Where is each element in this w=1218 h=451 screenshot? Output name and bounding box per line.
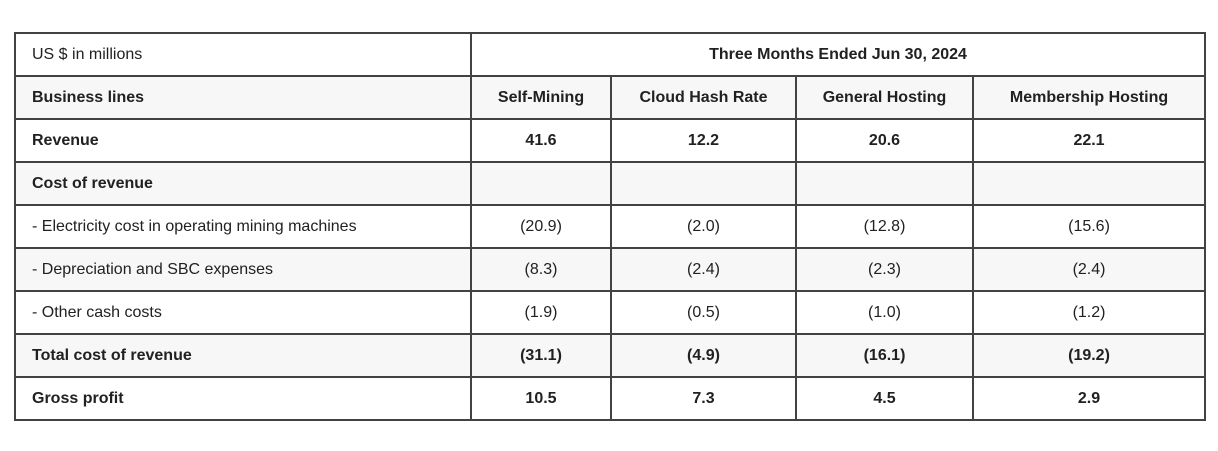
table-row-other-cash-costs: - Other cash costs (1.9) (0.5) (1.0) (1.…	[14, 290, 1207, 335]
cell-value: 12.2	[610, 118, 797, 163]
period-header: Three Months Ended Jun 30, 2024	[469, 32, 1207, 77]
cell-value: (2.4)	[610, 247, 797, 292]
cell-value: (20.9)	[470, 204, 612, 249]
cell-value: (4.9)	[610, 333, 797, 378]
cell-value: (8.3)	[470, 247, 612, 292]
cell-value: (15.6)	[971, 204, 1207, 249]
cell-value: 4.5	[795, 376, 974, 421]
cell-value: 41.6	[470, 118, 612, 163]
row-label: Gross profit	[14, 376, 472, 421]
row-label: - Other cash costs	[14, 290, 472, 335]
table-row-electricity-cost: - Electricity cost in operating mining m…	[14, 204, 1207, 249]
row-label: Revenue	[14, 118, 472, 163]
table-row-revenue: Revenue 41.6 12.2 20.6 22.1	[14, 118, 1207, 163]
cell-value: (1.0)	[795, 290, 974, 335]
cell-value: (19.2)	[971, 333, 1207, 378]
cell-value: (1.9)	[470, 290, 612, 335]
cell-value: (2.4)	[971, 247, 1207, 292]
unit-label: US $ in millions	[14, 32, 472, 77]
table-row-column-headers: Business lines Self-Mining Cloud Hash Ra…	[14, 75, 1207, 120]
row-label: - Electricity cost in operating mining m…	[14, 204, 472, 249]
cell-value: 10.5	[470, 376, 612, 421]
cell-value: (16.1)	[795, 333, 974, 378]
cell-value	[610, 161, 797, 206]
table-row-gross-profit: Gross profit 10.5 7.3 4.5 2.9	[14, 376, 1207, 421]
column-header-self-mining: Self-Mining	[470, 75, 612, 120]
business-lines-label: Business lines	[14, 75, 472, 120]
row-label: - Depreciation and SBC expenses	[14, 247, 472, 292]
cell-value	[470, 161, 612, 206]
cell-value	[971, 161, 1207, 206]
cell-value: 22.1	[971, 118, 1207, 163]
table-row-depreciation-sbc: - Depreciation and SBC expenses (8.3) (2…	[14, 247, 1207, 292]
cell-value: (12.8)	[795, 204, 974, 249]
column-header-membership-hosting: Membership Hosting	[971, 75, 1207, 120]
table-row-total-cost-of-revenue: Total cost of revenue (31.1) (4.9) (16.1…	[14, 333, 1207, 378]
row-label: Cost of revenue	[14, 161, 472, 206]
cell-value: 20.6	[795, 118, 974, 163]
cell-value: 2.9	[971, 376, 1207, 421]
cell-value: (0.5)	[610, 290, 797, 335]
cell-value: (31.1)	[470, 333, 612, 378]
cell-value: (1.2)	[971, 290, 1207, 335]
cell-value	[795, 161, 974, 206]
cell-value: (2.3)	[795, 247, 974, 292]
table-row-period-header: US $ in millions Three Months Ended Jun …	[14, 32, 1207, 77]
cell-value: 7.3	[610, 376, 797, 421]
column-header-general-hosting: General Hosting	[795, 75, 974, 120]
financial-results-table: US $ in millions Three Months Ended Jun …	[14, 32, 1207, 421]
table-row-cost-of-revenue: Cost of revenue	[14, 161, 1207, 206]
row-label: Total cost of revenue	[14, 333, 472, 378]
cell-value: (2.0)	[610, 204, 797, 249]
column-header-cloud-hash-rate: Cloud Hash Rate	[610, 75, 797, 120]
